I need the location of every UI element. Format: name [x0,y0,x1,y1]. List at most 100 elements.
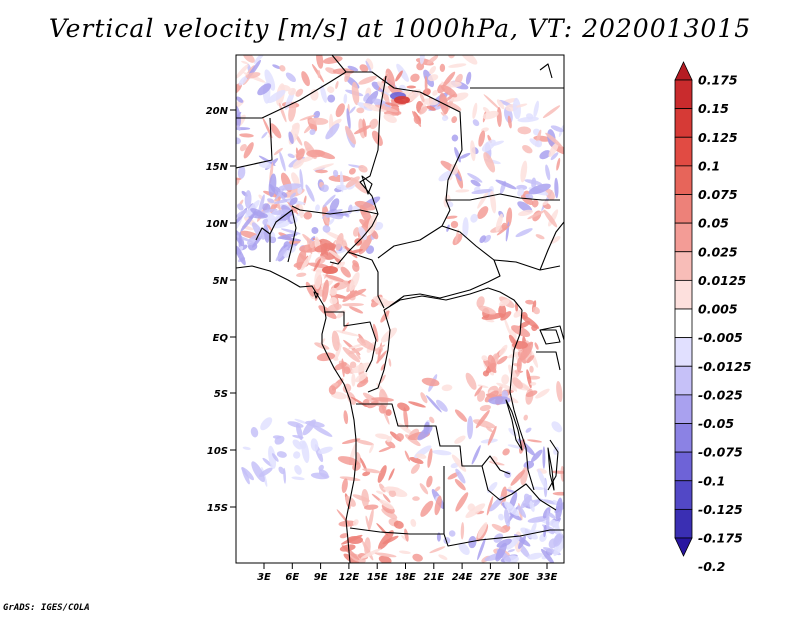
velocity-patch [404,528,409,542]
velocity-patch [525,299,535,305]
velocity-patch [520,194,534,206]
border-zambia [481,465,557,511]
velocity-patch [242,55,255,63]
country-borders [236,55,564,563]
velocity-patch [426,475,433,488]
velocity-patch [531,486,545,490]
lon-label: 21E [423,572,444,583]
velocity-patch [339,533,349,539]
velocity-patch [293,451,301,459]
velocity-patch [512,341,528,349]
velocity-patch [529,500,535,512]
velocity-patch [285,72,296,83]
velocity-patch [342,290,358,303]
velocity-patch [375,433,390,440]
colorbar: 0.175 0.15 0.125 0.1 0.075 0.05 0.025 0.0125 0.0… [674,61,752,574]
velocity-patch [261,226,266,236]
velocity-patch [241,467,250,485]
velocity-patch [497,355,508,365]
velocity-patch [539,150,551,160]
velocity-patch [382,493,391,503]
colorbar-label: 0.1 [698,158,720,173]
velocity-patch [445,215,458,219]
velocity-patch [479,404,492,412]
velocity-patch [487,481,498,494]
velocity-patch [465,503,486,519]
velocity-patch [328,385,337,395]
velocity-patch [395,433,404,441]
velocity-patch [441,115,449,122]
colorbar-label: -0.125 [698,502,743,517]
velocity-patch [364,504,379,510]
velocity-patch [269,184,279,197]
velocity-patch [313,110,321,119]
velocity-patch [436,532,441,542]
velocity-patch [374,552,397,558]
velocity-patch [299,168,304,191]
velocity-patch [470,213,478,223]
velocity-patch [343,410,349,425]
velocity-patch [388,358,392,367]
velocity-patch [496,99,505,110]
velocity-patch [448,63,467,68]
velocity-patch [484,390,499,403]
velocity-patch [355,372,368,383]
velocity-patch [498,304,507,318]
velocity-patch [481,355,488,361]
velocity-patch [546,509,550,533]
velocity-patch [516,357,522,373]
velocity-patch [553,533,563,547]
colorbar-label: -0.05 [698,416,734,431]
velocity-patch [454,479,466,491]
velocity-patch [327,86,335,93]
velocity-patch [350,396,368,408]
velocity-patch [313,258,321,272]
velocity-patch [451,134,459,142]
border-cameroon-car [347,251,385,309]
velocity-patch [339,171,344,193]
velocity-patch [474,385,483,397]
velocity-patch [543,209,558,228]
velocity-patch [276,451,287,458]
velocity-patch [502,448,510,456]
border-congo [367,309,391,393]
velocity-patch [362,468,381,474]
colorbar-label: 0.175 [698,73,738,88]
velocity-patch [385,409,392,416]
velocity-patch [244,190,252,209]
velocity-patch [442,71,456,87]
border-drc-north [383,287,523,311]
velocity-patch [458,542,470,555]
velocity-patch [548,141,559,158]
velocity-patch [460,55,478,65]
velocity-patch [450,163,459,175]
velocity-patch [555,497,563,521]
velocity-patch [477,191,489,209]
colorbar-swatch [674,136,693,167]
velocity-patch [467,415,474,440]
velocity-patch [522,145,533,154]
velocity-patch [359,64,369,73]
velocity-patch [335,81,339,89]
velocity-patch [308,262,329,269]
velocity-patch [358,226,367,240]
velocity-patch [309,129,316,135]
velocity-patch [377,465,387,483]
velocity-patch [322,225,331,233]
velocity-patch [310,438,319,452]
velocity-patch [542,105,561,119]
velocity-patch [419,92,425,103]
velocity-patch [408,89,421,102]
velocity-patch [275,246,289,262]
lon-label: 15E [367,572,388,583]
velocity-patch [401,535,408,541]
lon-label: 24E [452,572,473,583]
colorbar-swatch [674,337,693,367]
velocity-patch [537,468,548,490]
lon-label: 9E [314,572,328,583]
velocity-patch [236,96,244,103]
velocity-patch [329,297,338,305]
velocity-patch [423,421,430,435]
velocity-patch [395,70,403,82]
